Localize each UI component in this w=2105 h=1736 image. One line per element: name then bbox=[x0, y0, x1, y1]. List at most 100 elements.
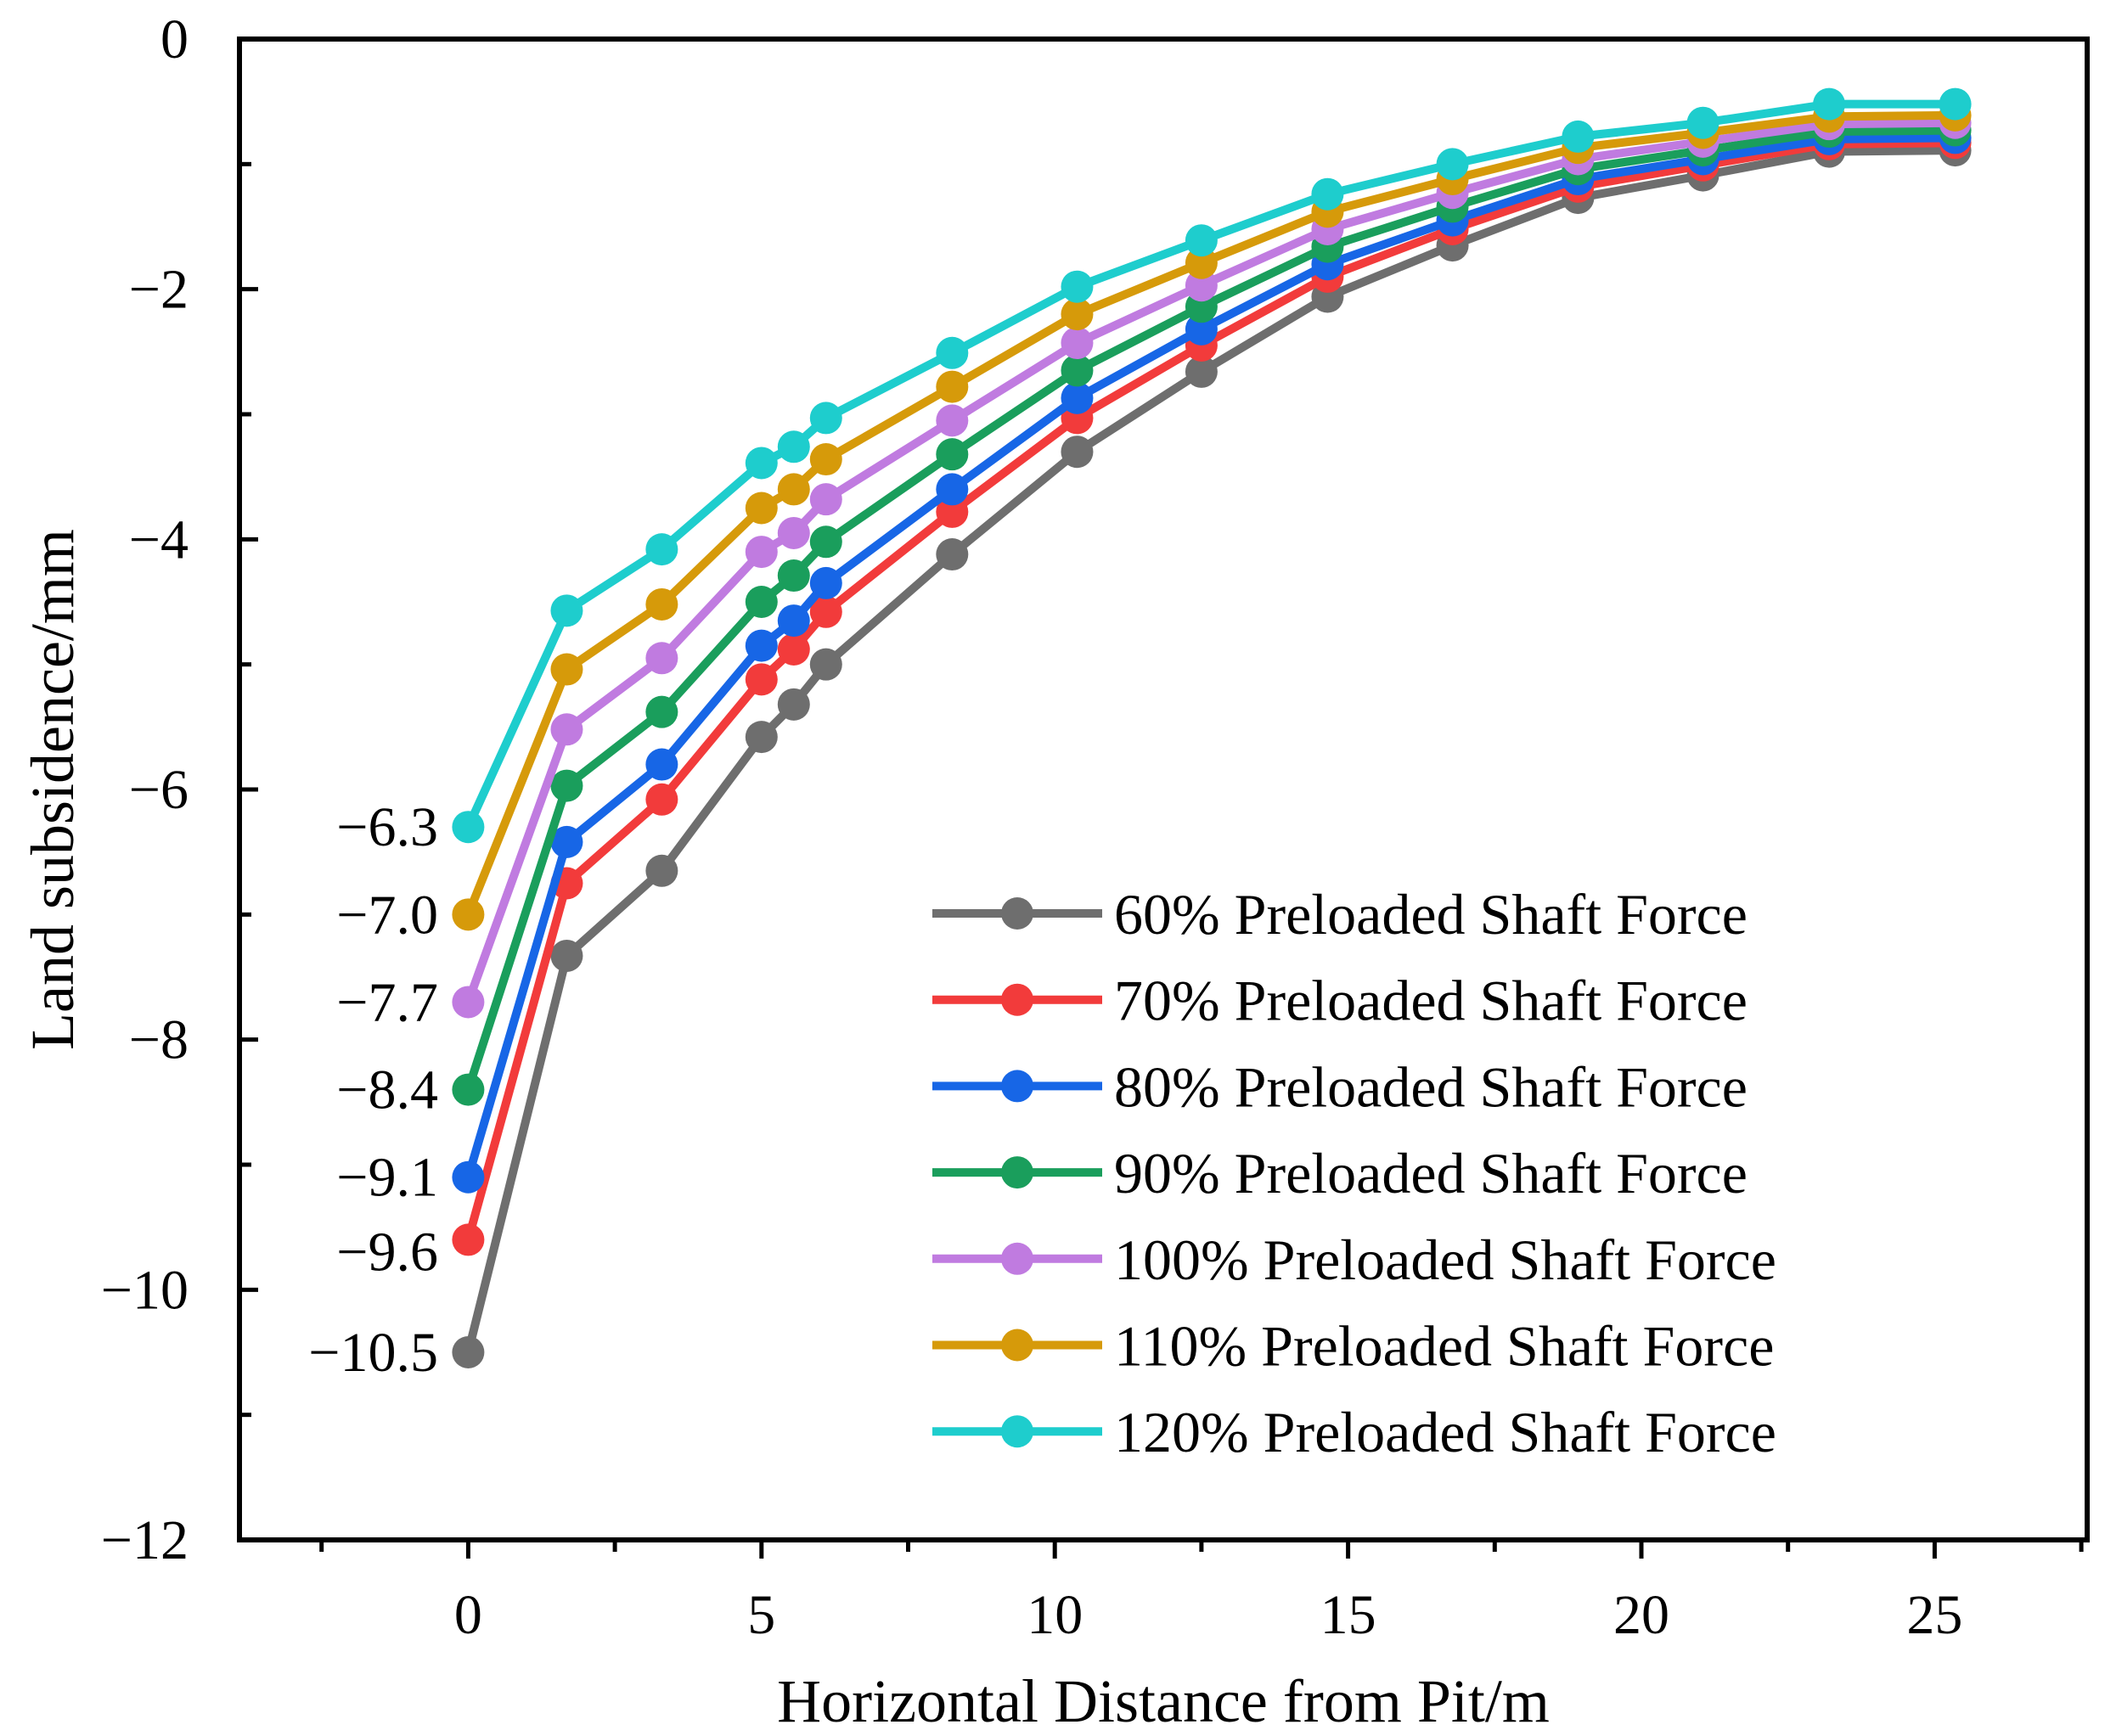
data-point bbox=[1061, 298, 1094, 331]
data-point bbox=[645, 587, 678, 621]
legend-marker bbox=[1001, 983, 1033, 1016]
data-point bbox=[1939, 87, 1972, 121]
data-point bbox=[809, 443, 842, 476]
data-point bbox=[550, 713, 583, 746]
legend-item: 120% Preloaded Shaft Force bbox=[932, 1400, 1776, 1464]
y-tick-label: −2 bbox=[129, 259, 189, 321]
legend-marker bbox=[1001, 1242, 1033, 1275]
data-point bbox=[1686, 106, 1719, 139]
data-point bbox=[777, 604, 810, 638]
data-point bbox=[550, 939, 583, 972]
data-point bbox=[809, 648, 842, 681]
legend-label: 110% Preloaded Shaft Force bbox=[1114, 1314, 1774, 1379]
data-point bbox=[645, 642, 678, 675]
y-tick-label: −8 bbox=[129, 1009, 189, 1071]
data-point bbox=[1813, 87, 1846, 121]
data-point bbox=[1061, 270, 1094, 303]
data-label: −7.7 bbox=[336, 971, 438, 1033]
series-7 bbox=[452, 87, 1972, 844]
data-point bbox=[777, 559, 810, 593]
data-point bbox=[452, 898, 485, 931]
data-point bbox=[1061, 354, 1094, 387]
data-label: −10.5 bbox=[308, 1322, 438, 1384]
data-point bbox=[1185, 246, 1218, 279]
data-point bbox=[809, 566, 842, 599]
data-point bbox=[745, 536, 778, 569]
data-point bbox=[452, 811, 485, 844]
legend-item: 80% Preloaded Shaft Force bbox=[932, 1054, 1748, 1119]
data-point bbox=[1061, 435, 1094, 469]
data-point bbox=[1436, 148, 1469, 181]
x-tick-label: 25 bbox=[1906, 1584, 1962, 1646]
legend-marker bbox=[1001, 1329, 1033, 1362]
data-point bbox=[936, 370, 969, 403]
legend-label: 120% Preloaded Shaft Force bbox=[1114, 1400, 1776, 1464]
data-label: −9.6 bbox=[336, 1221, 438, 1283]
data-point bbox=[550, 825, 583, 858]
data-point bbox=[452, 1160, 485, 1194]
data-point bbox=[1185, 312, 1218, 346]
data-point bbox=[452, 986, 485, 1019]
data-point bbox=[1185, 269, 1218, 302]
legend-label: 90% Preloaded Shaft Force bbox=[1114, 1141, 1748, 1205]
legend-item: 70% Preloaded Shaft Force bbox=[932, 969, 1748, 1033]
data-point bbox=[745, 663, 778, 696]
data-point bbox=[936, 336, 969, 369]
data-point bbox=[1185, 355, 1218, 388]
data-point bbox=[452, 1223, 485, 1256]
legend-item: 110% Preloaded Shaft Force bbox=[932, 1314, 1774, 1379]
data-point bbox=[936, 495, 969, 528]
data-point bbox=[452, 1073, 485, 1106]
data-point bbox=[745, 447, 778, 480]
data-point bbox=[550, 769, 583, 802]
legend-marker bbox=[1001, 1415, 1033, 1448]
x-axis-title: Horizontal Distance from Pit/m bbox=[777, 1667, 1550, 1735]
data-point bbox=[936, 438, 969, 471]
data-point bbox=[645, 533, 678, 566]
data-point bbox=[745, 586, 778, 618]
data-point bbox=[645, 783, 678, 816]
data-point bbox=[1061, 327, 1094, 360]
data-point bbox=[936, 404, 969, 437]
data-point bbox=[452, 1336, 485, 1368]
x-tick-label: 10 bbox=[1027, 1584, 1083, 1646]
legend-marker bbox=[1001, 897, 1033, 930]
data-label: −7.0 bbox=[336, 884, 438, 946]
data-point bbox=[936, 538, 969, 571]
data-point bbox=[745, 629, 778, 662]
series-layer bbox=[452, 87, 1972, 1368]
y-tick-label: 0 bbox=[160, 8, 189, 70]
data-point bbox=[1311, 177, 1344, 211]
data-point bbox=[777, 473, 810, 506]
data-point bbox=[1185, 224, 1218, 257]
data-point bbox=[745, 721, 778, 754]
data-point bbox=[645, 695, 678, 728]
data-label: −9.1 bbox=[336, 1147, 438, 1209]
legend-item: 60% Preloaded Shaft Force bbox=[932, 882, 1748, 947]
legend-label: 60% Preloaded Shaft Force bbox=[1114, 882, 1748, 947]
data-point bbox=[809, 595, 842, 628]
data-point bbox=[777, 688, 810, 721]
data-point bbox=[809, 483, 842, 516]
data-point bbox=[809, 525, 842, 559]
y-tick-label: −12 bbox=[101, 1509, 189, 1571]
legend-marker bbox=[1001, 1156, 1033, 1189]
data-point bbox=[809, 402, 842, 435]
tick-layer: 0 5 10 15 20 25 0 −2 −4 −6 −8 −10 −12 bbox=[101, 8, 2084, 1646]
legend-label: 100% Preloaded Shaft Force bbox=[1114, 1228, 1776, 1292]
legend-marker bbox=[1001, 1070, 1033, 1103]
data-point bbox=[1061, 381, 1094, 414]
data-point bbox=[550, 594, 583, 627]
y-tick-label: −4 bbox=[129, 508, 189, 570]
data-point bbox=[936, 473, 969, 506]
x-tick-label: 15 bbox=[1320, 1584, 1376, 1646]
data-point bbox=[777, 632, 810, 666]
data-label: −8.4 bbox=[336, 1059, 438, 1121]
data-point bbox=[550, 653, 583, 686]
data-point bbox=[1562, 120, 1595, 153]
legend: 60% Preloaded Shaft Force 70% Preloaded S… bbox=[932, 882, 1776, 1464]
data-label: −6.3 bbox=[336, 796, 438, 858]
x-tick-label: 0 bbox=[454, 1584, 482, 1646]
